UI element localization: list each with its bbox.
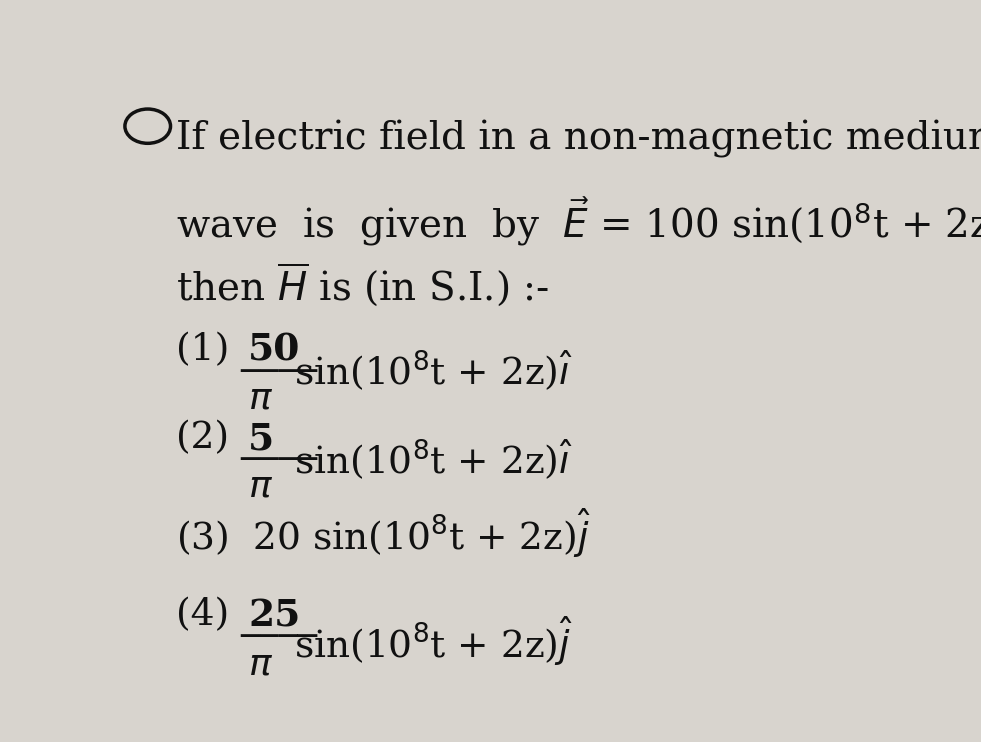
- Text: $\pi$: $\pi$: [248, 646, 273, 682]
- Text: 5: 5: [248, 421, 275, 457]
- Text: (3)  20 sin(10$^{8}$t + 2z)$\hat{j}$: (3) 20 sin(10$^{8}$t + 2z)$\hat{j}$: [176, 506, 592, 559]
- Text: then $\overline{H}$ is (in S.I.) :-: then $\overline{H}$ is (in S.I.) :-: [176, 260, 549, 309]
- Text: $\pi$: $\pi$: [248, 381, 273, 416]
- Text: 50: 50: [248, 332, 300, 369]
- Text: ────: ────: [240, 446, 318, 477]
- Text: ────: ────: [240, 358, 318, 389]
- Text: (1): (1): [176, 332, 230, 368]
- Text: If electric field in a non-magnetic medium of EM: If electric field in a non-magnetic medi…: [176, 120, 981, 159]
- Text: sin(10$^{8}$t + 2z)$\hat{\imath}$: sin(10$^{8}$t + 2z)$\hat{\imath}$: [293, 438, 572, 482]
- Text: $\pi$: $\pi$: [248, 469, 273, 505]
- Text: 25: 25: [248, 597, 300, 634]
- Text: wave  is  given  by  $\vec{E}$ = 100 sin(10$^{8}$t + 2z)$\hat{j}$  V/m: wave is given by $\vec{E}$ = 100 sin(10$…: [176, 192, 981, 248]
- Text: sin(10$^{8}$t + 2z)$\hat{j}$: sin(10$^{8}$t + 2z)$\hat{j}$: [293, 614, 572, 669]
- Text: (2): (2): [176, 421, 229, 456]
- Text: ────: ────: [240, 623, 318, 654]
- Text: (4): (4): [176, 597, 230, 634]
- Text: sin(10$^{8}$t + 2z)$\hat{\imath}$: sin(10$^{8}$t + 2z)$\hat{\imath}$: [293, 349, 572, 393]
